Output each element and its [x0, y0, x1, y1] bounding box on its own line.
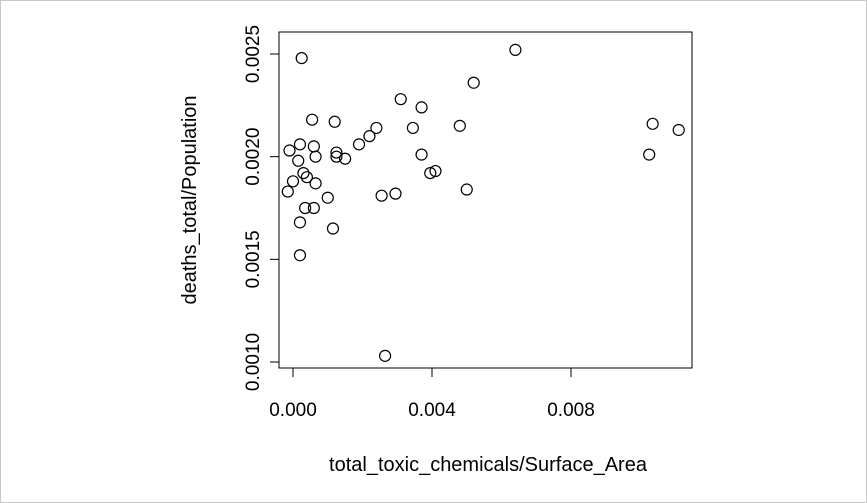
data-point — [389, 187, 402, 200]
data-point — [460, 183, 473, 196]
data-point — [415, 101, 428, 114]
data-point — [300, 171, 313, 184]
data-point — [406, 121, 419, 135]
data-point — [394, 93, 407, 106]
data-point — [378, 349, 392, 362]
data-point — [295, 52, 308, 65]
data-point — [375, 189, 388, 202]
data-point — [363, 130, 376, 143]
data-point — [509, 43, 522, 56]
data-point — [424, 166, 437, 180]
data-points — [281, 43, 685, 362]
data-point — [330, 150, 343, 163]
data-point — [672, 123, 685, 137]
y-tick-label: 0.0025 — [243, 25, 264, 83]
data-point — [309, 150, 322, 163]
x-tick-label: 0.008 — [547, 400, 595, 421]
data-point — [299, 201, 312, 215]
data-point — [307, 140, 320, 153]
data-point — [297, 166, 310, 180]
data-point — [283, 144, 296, 157]
data-point — [326, 222, 340, 235]
data-point — [328, 115, 341, 128]
data-point — [352, 138, 366, 151]
data-point — [306, 113, 319, 126]
data-point — [309, 177, 322, 190]
data-point — [321, 191, 334, 204]
data-point — [293, 138, 307, 151]
y-axis-title: deaths_total/Population — [179, 95, 201, 304]
data-point — [453, 119, 466, 132]
data-point — [643, 148, 656, 161]
data-point — [292, 154, 305, 167]
data-point — [467, 76, 480, 89]
data-point — [339, 152, 352, 165]
plot-area-box — [278, 31, 693, 369]
x-tick-label: 0.004 — [408, 400, 456, 421]
y-tick-label: 0.0010 — [243, 333, 264, 391]
data-point — [307, 201, 320, 215]
x-tick-label: 0.000 — [269, 400, 317, 421]
data-point — [330, 146, 343, 159]
x-axis-title: total_toxic_chemicals/Surface_Area — [329, 454, 648, 476]
data-point — [293, 249, 307, 262]
data-point — [646, 117, 659, 130]
y-tick-label: 0.0015 — [243, 230, 264, 288]
data-point — [281, 185, 294, 198]
y-tick-label: 0.0020 — [243, 128, 264, 186]
data-point — [293, 216, 307, 229]
data-point — [415, 148, 428, 161]
y-axis: 0.0010 0.0015 0.0020 0.0025 — [243, 25, 280, 391]
data-point — [429, 164, 442, 178]
data-point — [370, 121, 383, 135]
data-point — [286, 175, 300, 188]
x-axis: 0.000 0.004 0.008 — [269, 367, 595, 421]
